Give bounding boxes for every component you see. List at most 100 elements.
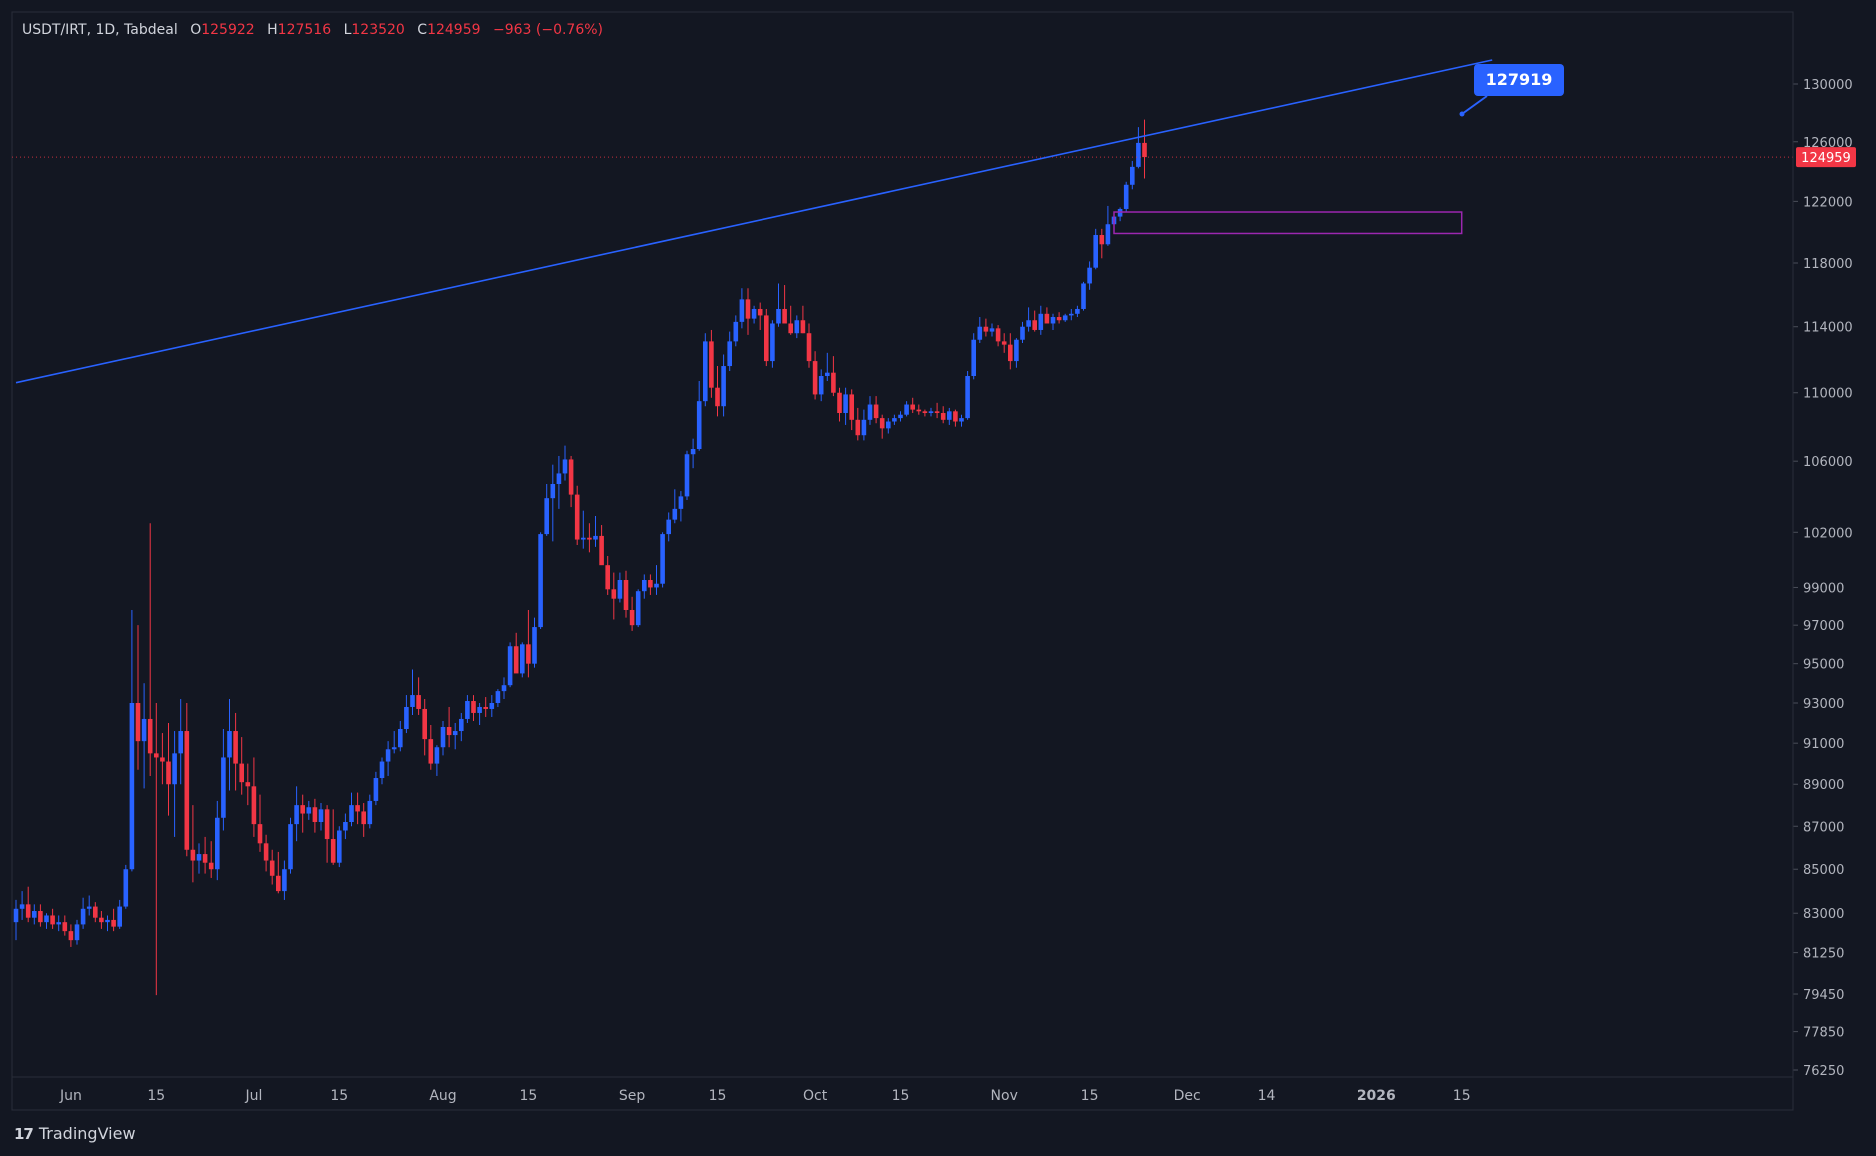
candle-body xyxy=(800,320,806,334)
candle-body xyxy=(86,906,92,909)
candle xyxy=(574,485,580,546)
candle-body xyxy=(80,908,86,925)
time-tick-label: 15 xyxy=(709,1088,727,1104)
candle xyxy=(898,411,903,422)
candle xyxy=(373,771,379,806)
drawings-layer[interactable]: 127919 xyxy=(12,59,1793,384)
price-tick-label: 130000 xyxy=(1803,78,1853,93)
candle-body xyxy=(324,809,330,840)
candle-body xyxy=(276,875,281,892)
close-label: C xyxy=(417,22,428,38)
candle-body xyxy=(373,778,379,801)
candle-body xyxy=(910,404,915,410)
candle xyxy=(434,745,440,776)
candle-body xyxy=(1050,317,1056,324)
candle xyxy=(422,699,427,756)
time-tick-label: Oct xyxy=(803,1088,828,1104)
candle xyxy=(934,402,940,419)
candle-body xyxy=(1032,320,1037,330)
candle-body xyxy=(629,609,635,626)
candle xyxy=(703,333,708,407)
candle-body xyxy=(776,308,781,324)
candle xyxy=(599,525,604,566)
candle xyxy=(190,805,196,883)
tradingview-branding[interactable]: 17 TradingView xyxy=(14,1124,136,1143)
candle-body xyxy=(391,747,397,750)
candle xyxy=(19,891,25,920)
candle xyxy=(398,720,403,752)
candle-body xyxy=(440,726,446,748)
candle-body xyxy=(239,763,244,783)
candle-body xyxy=(1020,326,1025,340)
candle-body xyxy=(770,323,775,362)
candle-body xyxy=(50,915,55,925)
time-axis[interactable]: Jun 15 Jul 15 Aug 15 Sep 15 Oct 15 Nov 15 Dec 14 2026 1… xyxy=(59,1088,1471,1104)
candle xyxy=(62,915,68,936)
symbol-title[interactable]: USDT/IRT, 1D, Tabdeal xyxy=(22,22,178,38)
time-tick-label: Jul xyxy=(244,1088,262,1104)
candle-body xyxy=(818,376,824,395)
price-axis[interactable]: 130000 126000 122000 118000 114000 110000 1060… xyxy=(1792,12,1856,1110)
candle xyxy=(1117,207,1123,222)
candle xyxy=(526,609,531,678)
candle xyxy=(666,512,671,542)
callout-pointer xyxy=(1461,95,1488,115)
candle-body xyxy=(617,580,623,599)
candle-body xyxy=(983,326,989,332)
time-tick-label: 15 xyxy=(1081,1088,1099,1104)
candle xyxy=(837,387,842,422)
candle xyxy=(696,381,702,451)
candle xyxy=(593,516,598,547)
candle xyxy=(13,899,19,941)
change-value: −963 (−0.76%) xyxy=(492,22,603,38)
candle xyxy=(404,695,409,734)
candle xyxy=(818,369,824,402)
candle xyxy=(379,757,385,785)
candle-body xyxy=(587,537,592,540)
candle xyxy=(416,677,421,715)
candle-body xyxy=(62,922,68,932)
candle-body xyxy=(513,646,519,674)
candle xyxy=(446,706,452,748)
candle xyxy=(1056,312,1062,324)
time-tick-label: 15 xyxy=(892,1088,910,1104)
candle-body xyxy=(154,753,159,758)
candle-body xyxy=(666,519,671,535)
candle xyxy=(562,445,568,481)
price-tick-label: 87000 xyxy=(1803,820,1844,835)
candle-body xyxy=(965,376,970,419)
open-value: 125922 xyxy=(201,22,255,38)
candle xyxy=(483,697,488,717)
candle-body xyxy=(489,702,495,709)
price-tick-label: 110000 xyxy=(1803,387,1853,402)
candle-body xyxy=(398,729,403,748)
candle-body xyxy=(446,726,452,736)
candle xyxy=(953,409,958,427)
candle-body xyxy=(221,757,226,818)
candle-body xyxy=(38,911,43,923)
candle xyxy=(672,489,678,524)
candle-body xyxy=(141,718,147,742)
candle-body xyxy=(135,702,141,742)
candle-body xyxy=(105,919,110,923)
candle-body xyxy=(1117,208,1123,217)
candle xyxy=(770,320,775,368)
candle-body xyxy=(294,805,299,825)
chart-frame xyxy=(11,11,1794,1111)
candle xyxy=(892,414,897,425)
open-label: O xyxy=(190,22,202,38)
candle-body xyxy=(25,904,31,918)
candle-body xyxy=(849,394,854,420)
candle xyxy=(141,683,147,789)
candle xyxy=(1014,338,1019,368)
candle xyxy=(361,803,366,837)
candle xyxy=(782,285,787,324)
candle-body xyxy=(367,800,373,825)
candle-body xyxy=(233,731,238,764)
price-tick-label: 118000 xyxy=(1803,257,1853,272)
candle xyxy=(977,317,983,344)
candle xyxy=(38,904,43,927)
candle xyxy=(513,632,519,674)
candle-body xyxy=(989,328,995,332)
